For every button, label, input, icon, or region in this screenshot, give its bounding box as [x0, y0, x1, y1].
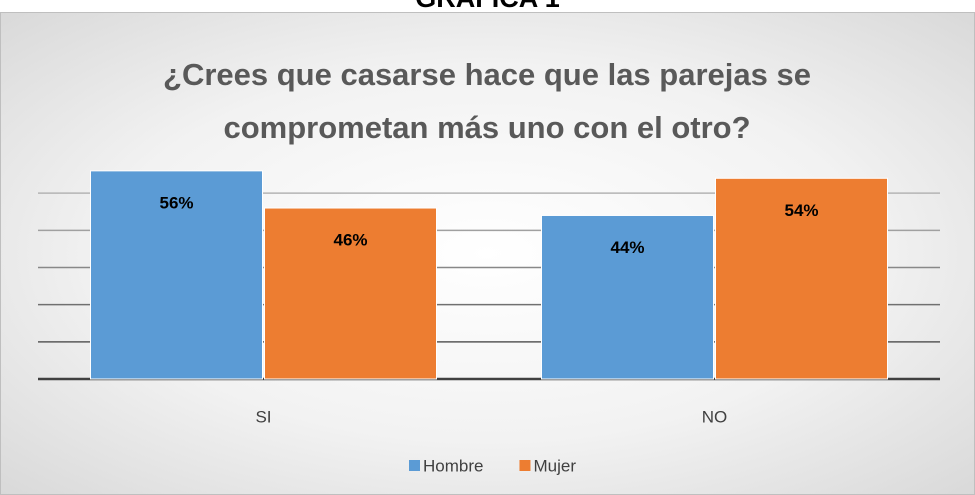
chart-title: ¿Crees que casarse hace que las parejas …: [163, 57, 811, 145]
bar: [264, 207, 437, 380]
heading: GRÁFICA 1: [0, 0, 975, 14]
legend-swatch: [519, 460, 531, 471]
bar: [541, 214, 714, 380]
bar: [90, 170, 263, 380]
value-label: 46%: [333, 231, 367, 250]
bar: [715, 177, 888, 380]
legend-label: Hombre: [423, 456, 483, 475]
x-tick-label: NO: [702, 407, 728, 426]
x-tick-label: SI: [255, 407, 271, 426]
legend-label: Mujer: [533, 456, 576, 475]
legend-swatch: [409, 460, 420, 471]
value-label: 54%: [784, 201, 818, 220]
value-label: 56%: [159, 193, 193, 212]
value-label: 44%: [610, 238, 644, 257]
